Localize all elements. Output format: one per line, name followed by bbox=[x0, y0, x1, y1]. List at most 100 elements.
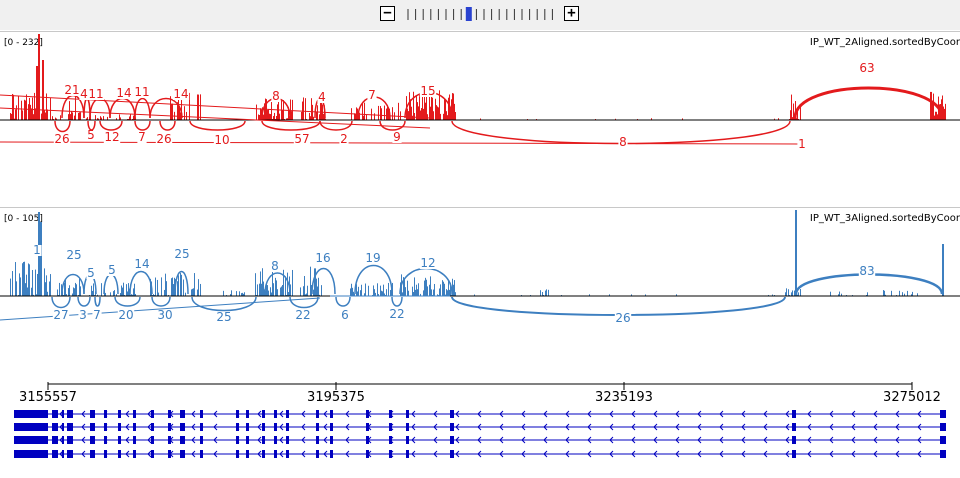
exon-block bbox=[133, 423, 136, 431]
coverage-bar bbox=[933, 93, 934, 120]
gene-annotation-track[interactable] bbox=[0, 405, 960, 478]
coverage-bar bbox=[135, 293, 136, 296]
coverage-bar bbox=[255, 273, 256, 296]
coverage-bar bbox=[12, 93, 13, 120]
coverage-bar bbox=[409, 92, 410, 120]
coverage-bar bbox=[371, 108, 372, 120]
junction-count-label: 8 bbox=[619, 135, 627, 149]
coverage-bar bbox=[317, 105, 318, 120]
exon-block bbox=[286, 450, 289, 458]
strand-arrow bbox=[697, 436, 702, 444]
exon-block bbox=[90, 450, 95, 458]
coverage-bar bbox=[380, 106, 381, 120]
exon-block bbox=[330, 410, 333, 418]
exon-block bbox=[406, 450, 409, 458]
coverage-bar bbox=[272, 268, 273, 296]
splice-junction-arc bbox=[103, 273, 119, 295]
coverage-bar bbox=[46, 93, 47, 120]
coverage-bar bbox=[454, 103, 455, 120]
coverage-bar bbox=[774, 118, 775, 120]
coverage-bar bbox=[359, 112, 360, 120]
exon-block bbox=[67, 436, 73, 444]
coverage-bar bbox=[792, 290, 793, 296]
strand-arrow bbox=[521, 410, 526, 418]
junction-count-label: 26 bbox=[156, 132, 171, 146]
junction-count-bg bbox=[103, 132, 121, 143]
strand-arrow bbox=[279, 450, 284, 458]
strand-arrow bbox=[631, 450, 636, 458]
coverage-bar bbox=[21, 100, 22, 120]
strand-arrow bbox=[873, 423, 878, 431]
exon-block bbox=[286, 410, 289, 418]
coverage-bar bbox=[22, 263, 23, 296]
coverage-bar bbox=[32, 97, 33, 120]
exon-block bbox=[151, 450, 154, 458]
coverage-bar bbox=[365, 283, 366, 296]
exon-block bbox=[792, 410, 796, 418]
coverage-bar bbox=[408, 111, 409, 120]
coverage-bar bbox=[318, 277, 319, 296]
coverage-bar bbox=[351, 283, 352, 296]
coverage-bar bbox=[133, 288, 134, 296]
coverage-bar bbox=[274, 112, 275, 120]
coverage-bar bbox=[885, 294, 886, 296]
coverage-bar bbox=[430, 276, 431, 296]
junction-count-label: 26 bbox=[615, 311, 630, 325]
strand-arrow bbox=[433, 436, 438, 444]
coverage-bar bbox=[287, 118, 288, 120]
junction-count-bg bbox=[86, 268, 96, 279]
coverage-bar bbox=[185, 292, 186, 296]
junction-count-bg bbox=[270, 261, 280, 272]
junction-count-bg bbox=[364, 253, 382, 264]
ruler-tick-label: 3235193 bbox=[595, 390, 653, 405]
junction-count-bg bbox=[115, 88, 133, 99]
coverage-bar bbox=[794, 290, 795, 296]
zoom-out-button[interactable]: − bbox=[380, 6, 395, 21]
coverage-bar bbox=[305, 294, 306, 296]
exon-block bbox=[14, 423, 48, 431]
exon-block bbox=[180, 410, 185, 418]
coverage-bar bbox=[830, 291, 831, 296]
junction-count-label: 20 bbox=[118, 308, 133, 322]
sashimi-track-1[interactable]: [0 - 232] IP_WT_2Aligned.sortedByCoor 21… bbox=[0, 31, 960, 207]
coverage-bar bbox=[366, 114, 367, 120]
strand-arrow bbox=[213, 410, 218, 418]
coverage-bar bbox=[76, 284, 77, 296]
coverage-bar bbox=[631, 294, 632, 296]
coverage-bar bbox=[445, 294, 446, 296]
strand-arrow bbox=[895, 450, 900, 458]
exon-block bbox=[236, 450, 239, 458]
strand-arrow bbox=[719, 450, 724, 458]
coverage-bar bbox=[181, 274, 182, 296]
coverage-bar bbox=[172, 103, 173, 120]
strand-arrow bbox=[851, 436, 856, 444]
coverage-bar bbox=[10, 113, 11, 120]
coverage-bar bbox=[47, 109, 48, 120]
coverage-bar bbox=[166, 281, 167, 296]
coverage-bar bbox=[314, 268, 315, 296]
zoom-slider[interactable] bbox=[400, 6, 560, 22]
splice-junction-arc bbox=[77, 296, 91, 307]
coverage-bar bbox=[637, 118, 638, 120]
exon-block bbox=[389, 436, 392, 444]
splice-junction-arc bbox=[151, 296, 171, 307]
strand-arrow bbox=[609, 450, 614, 458]
strand-arrow bbox=[917, 450, 922, 458]
coverage-bar bbox=[16, 105, 17, 120]
zoom-in-button[interactable]: + bbox=[564, 6, 579, 21]
coverage-bar bbox=[183, 279, 184, 296]
coverage-bar bbox=[59, 282, 60, 296]
coverage-bar bbox=[321, 99, 322, 120]
coverage-bar bbox=[388, 282, 389, 296]
exon-block bbox=[274, 410, 277, 418]
coverage-bar bbox=[917, 293, 918, 296]
coverage-bar bbox=[792, 117, 793, 120]
coverage-bar bbox=[153, 294, 154, 296]
strand-arrow bbox=[499, 410, 504, 418]
coverage-bar bbox=[390, 289, 391, 296]
coverage-bar bbox=[256, 104, 257, 120]
coverage-bar bbox=[268, 109, 269, 120]
exon-block bbox=[316, 410, 319, 418]
coverage-bar bbox=[71, 110, 72, 120]
